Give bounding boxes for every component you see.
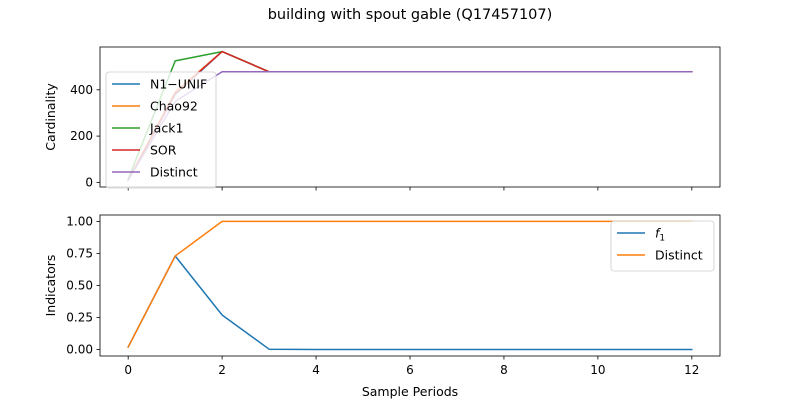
x-tick: 8 bbox=[500, 356, 508, 377]
x-tick-label: 2 bbox=[218, 363, 226, 377]
legend-label: N1−UNIF bbox=[150, 77, 207, 92]
x-tick: 2 bbox=[218, 356, 226, 377]
y-axis-label: Indicators bbox=[43, 255, 58, 317]
y-tick-label: 200 bbox=[70, 129, 93, 143]
x-tick: 0 bbox=[124, 356, 132, 377]
legend-entry: N1−UNIF bbox=[112, 77, 207, 92]
x-tick-label: 12 bbox=[684, 363, 699, 377]
y-tick-label: 0 bbox=[85, 175, 93, 189]
y-tick-label: 0.50 bbox=[66, 279, 93, 293]
indicators-panel: 0.00 0.25 0.50 0.75 1.00 0 2 4 6 8 10 12 Indicators f… bbox=[43, 214, 721, 377]
y-tick-label: 0.75 bbox=[66, 246, 93, 260]
y-tick-label: 400 bbox=[70, 83, 93, 97]
x-tick: 12 bbox=[684, 356, 699, 377]
cardinality-panel: 0 200 400 Cardinality N1−UNIF Chao92 Jack1 SOR D… bbox=[43, 46, 721, 191]
y-tick-label: 0.25 bbox=[66, 311, 93, 325]
y-tick: 0.25 bbox=[66, 311, 100, 325]
y-tick: 0.75 bbox=[66, 246, 100, 260]
x-tick-label: 6 bbox=[406, 363, 414, 377]
y-tick: 0.00 bbox=[66, 343, 100, 357]
y-tick: 400 bbox=[70, 83, 100, 97]
legend-entry: f1 bbox=[617, 226, 665, 244]
legend-label-main: f bbox=[655, 226, 661, 241]
x-tick: 4 bbox=[312, 356, 320, 377]
x-tick-label: 0 bbox=[124, 363, 132, 377]
series-line-4 bbox=[127, 71, 693, 182]
y-tick: 1.00 bbox=[66, 214, 100, 228]
legend: N1−UNIF Chao92 Jack1 SOR Distinct bbox=[105, 71, 217, 189]
y-tick: 200 bbox=[70, 129, 100, 143]
figure-title: building with spout gable (Q17457107) bbox=[268, 7, 553, 23]
legend-label: Chao92 bbox=[150, 99, 198, 114]
legend: f1 Distinct bbox=[610, 220, 715, 272]
x-tick: 6 bbox=[406, 356, 414, 377]
legend-label: Distinct bbox=[150, 165, 198, 180]
legend-label: Distinct bbox=[655, 248, 703, 263]
axes-frame bbox=[99, 214, 721, 357]
y-axis-label: Cardinality bbox=[43, 83, 58, 151]
legend-label: f1 bbox=[655, 226, 665, 244]
legend-label-subscript: 1 bbox=[659, 234, 665, 244]
y-tick-label: 1.00 bbox=[66, 214, 93, 228]
legend-entry: SOR bbox=[112, 143, 177, 158]
x-tick: 10 bbox=[590, 356, 606, 377]
legend-entry: Distinct bbox=[112, 165, 198, 180]
x-tick-label: 4 bbox=[312, 363, 320, 377]
legend-entry: Chao92 bbox=[112, 99, 198, 114]
legend-box bbox=[105, 71, 217, 189]
series-line-0 bbox=[127, 255, 693, 351]
x-axis-label: Sample Periods bbox=[362, 384, 458, 399]
x-tick-label: 8 bbox=[500, 363, 508, 377]
legend-entry: Jack1 bbox=[112, 121, 183, 136]
legend-box bbox=[610, 220, 715, 272]
axes-frame bbox=[99, 46, 721, 188]
y-tick: 0 bbox=[85, 175, 100, 189]
series-line-1 bbox=[127, 220, 693, 349]
x-tick-label: 10 bbox=[590, 363, 605, 377]
legend-label: Jack1 bbox=[149, 121, 183, 136]
legend-entry: Distinct bbox=[617, 248, 703, 263]
y-tick: 0.50 bbox=[66, 279, 100, 293]
legend-label: SOR bbox=[150, 143, 177, 158]
y-tick-label: 0.00 bbox=[66, 343, 93, 357]
